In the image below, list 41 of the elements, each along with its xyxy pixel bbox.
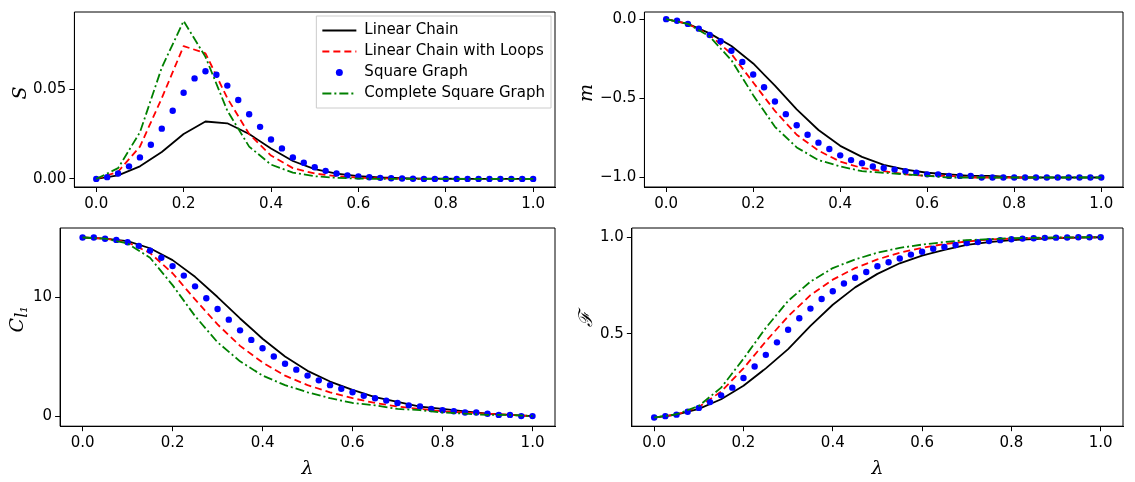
x-axis-title: λ <box>870 455 884 478</box>
x-tick-label: 0.6 <box>346 193 371 212</box>
x-tick-label: 0.0 <box>70 433 95 452</box>
x-tick-label: 0.4 <box>250 433 275 452</box>
x-tick-label: 0.8 <box>1002 193 1027 212</box>
y-axis-title: S <box>7 86 30 100</box>
y-tick-label: 10 <box>32 286 53 305</box>
x-tick-label: 0.8 <box>433 193 458 212</box>
x-tick-label: 0.6 <box>915 193 940 212</box>
x-tick-label: 0.6 <box>910 433 935 452</box>
x-tick-label: 0.4 <box>820 433 845 452</box>
x-tick-label: 0.8 <box>999 433 1024 452</box>
x-tick-label: 0.0 <box>84 193 109 212</box>
legend-label: Linear Chain with Loops <box>364 41 544 60</box>
y-tick-label: 0 <box>42 405 53 424</box>
x-tick-label: 0.0 <box>642 433 667 452</box>
x-tick-label: 0.6 <box>340 433 365 452</box>
y-tick-label: 1.0 <box>600 227 624 246</box>
x-tick-label: 0.8 <box>430 433 455 452</box>
legend-label: Square Graph <box>364 62 468 81</box>
x-tick-label: 1.0 <box>521 193 546 212</box>
x-tick-label: 0.2 <box>731 433 756 452</box>
x-tick-label: 0.0 <box>654 193 679 212</box>
y-tick-label: 0.05 <box>32 79 67 98</box>
x-tick-label: 1.0 <box>1088 433 1113 452</box>
x-tick-label: 0.2 <box>160 433 185 452</box>
x-tick-label: 0.4 <box>828 193 853 212</box>
legend-label: Complete Square Graph <box>364 83 546 102</box>
y-axis-title: m <box>574 83 597 103</box>
legend-label: Linear Chain <box>364 20 459 39</box>
x-tick-label: 0.2 <box>171 193 196 212</box>
y-tick-label: 0.00 <box>32 168 67 187</box>
y-tick-label: 0.5 <box>600 323 624 342</box>
x-tick-label: 1.0 <box>1089 193 1114 212</box>
y-tick-label: 0.0 <box>612 9 637 28</box>
y-tick-label: −0.5 <box>599 88 637 107</box>
y-tick-label: −1.0 <box>599 167 637 186</box>
x-axis-title: λ <box>300 455 314 478</box>
x-tick-label: 1.0 <box>520 433 545 452</box>
x-tick-label: 0.4 <box>259 193 283 212</box>
x-tick-label: 0.2 <box>741 193 766 212</box>
